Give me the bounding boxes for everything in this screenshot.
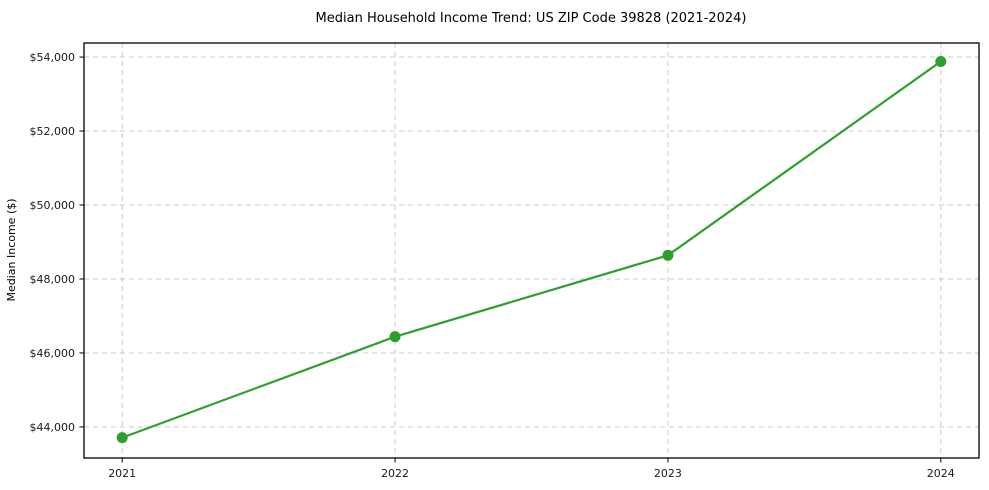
x-tick-label: 2024 [927, 467, 955, 480]
x-tick-label: 2023 [654, 467, 682, 480]
data-point-2023 [662, 249, 674, 261]
data-point-2024 [935, 55, 947, 67]
y-tick-label: $44,000 [30, 421, 76, 434]
grid-layer [84, 43, 979, 458]
data-point-2022 [389, 331, 401, 343]
trend-line-layer [116, 55, 947, 444]
axes-layer: $44,000 $46,000 $48,000 $50,000 $52,000 $54,0… [30, 42, 980, 480]
y-tick-label: $48,000 [30, 273, 76, 286]
y-tick-label: $54,000 [30, 51, 76, 64]
x-tick-label: 2021 [108, 467, 136, 480]
y-tick-label: $50,000 [30, 199, 76, 212]
chart-title: Median Household Income Trend: US ZIP Co… [316, 11, 747, 26]
trend-line [121, 60, 942, 439]
x-tick-label: 2022 [381, 467, 409, 480]
plot-border [83, 42, 980, 459]
y-tick-label: $52,000 [30, 125, 76, 138]
data-point-2021 [116, 432, 128, 444]
y-axis-label: Median Income ($) [5, 198, 18, 301]
y-tick-label: $46,000 [30, 347, 76, 360]
